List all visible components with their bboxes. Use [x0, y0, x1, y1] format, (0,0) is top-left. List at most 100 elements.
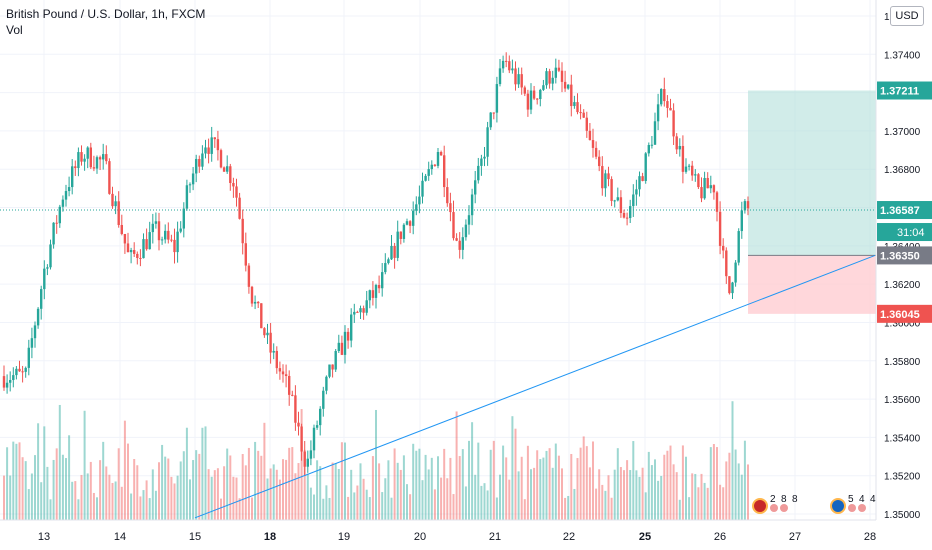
volume-bar	[647, 451, 650, 520]
candle-body	[297, 422, 300, 427]
candle-body	[40, 289, 43, 309]
volume-bar	[561, 468, 563, 520]
volume-bar	[415, 450, 418, 520]
volume-bar	[703, 482, 706, 520]
candle-body	[709, 185, 712, 189]
candle-body	[650, 144, 654, 146]
candle-body	[604, 173, 607, 189]
volume-bar	[263, 422, 266, 520]
volume-bar	[18, 442, 21, 520]
candle-body	[229, 166, 232, 184]
candle-body	[232, 183, 235, 187]
volume-bar	[359, 463, 362, 520]
volume-bar	[706, 487, 709, 520]
volume-bar	[399, 469, 402, 520]
candle-body	[247, 265, 251, 287]
volume-bar	[396, 462, 399, 520]
currency-button[interactable]: USD	[890, 6, 924, 26]
volume-bar	[185, 427, 188, 520]
candle-body	[570, 84, 573, 107]
candle-body	[253, 301, 257, 304]
candle-body	[291, 394, 294, 396]
candle-body	[126, 243, 130, 253]
candle-body	[83, 158, 86, 162]
candle-body	[353, 311, 356, 315]
volume-bar	[641, 467, 644, 520]
volume-bar	[598, 469, 601, 520]
candle-body	[12, 375, 15, 381]
candle-body	[5, 382, 9, 388]
candle-body	[501, 60, 505, 69]
volume-bar	[247, 447, 250, 520]
x-tick-label: 27	[789, 531, 801, 543]
candle-body	[359, 308, 362, 313]
y-tick-label: 1.35400	[884, 433, 921, 444]
candle-body	[722, 245, 725, 251]
volume-bar	[492, 440, 495, 520]
candle-body	[470, 194, 474, 216]
stop-price-label-bg	[877, 304, 932, 323]
candle-body	[647, 145, 650, 154]
candle-body	[641, 176, 644, 181]
candle-body	[591, 140, 595, 148]
candle-body	[514, 68, 517, 85]
candle-body	[306, 458, 309, 467]
volume-bar	[68, 435, 71, 520]
candle-body	[477, 165, 480, 181]
volume-bar	[158, 462, 160, 520]
candle-body	[77, 152, 80, 169]
volume-bar	[40, 482, 43, 520]
volume-bar	[142, 490, 145, 520]
volume-bar	[34, 455, 36, 520]
volume-bar	[244, 465, 247, 520]
candle-body	[157, 221, 161, 241]
volume-bar	[154, 490, 157, 520]
candle-body	[325, 376, 328, 391]
volume-bar	[291, 447, 294, 520]
candle-body	[694, 174, 697, 176]
volume-bar	[164, 456, 167, 520]
volume-bar	[216, 468, 219, 520]
candle-body	[715, 192, 719, 212]
volume-bar	[46, 466, 49, 520]
volume-bar	[542, 457, 545, 520]
volume-bar	[437, 456, 439, 520]
candle-body	[684, 166, 688, 172]
volume-bar	[303, 449, 306, 520]
candle-body	[656, 104, 660, 122]
volume-bar	[176, 475, 179, 520]
volume-bar	[573, 488, 576, 520]
volume-bar	[402, 455, 405, 520]
candle-body	[30, 338, 34, 348]
candle-body	[384, 263, 387, 273]
volume-bar	[526, 445, 529, 520]
volume-bar	[635, 470, 638, 520]
candle-body	[80, 152, 83, 162]
volume-bar	[337, 468, 340, 520]
volume-bar	[502, 445, 505, 520]
volume-bar	[136, 465, 139, 520]
volume-bar	[210, 476, 213, 520]
candle-body	[700, 187, 703, 199]
candle-body	[129, 250, 133, 253]
candle-body	[430, 164, 433, 170]
candle-body	[467, 215, 471, 225]
candle-body	[740, 210, 743, 232]
volume-bar	[139, 496, 142, 520]
volume-bar	[390, 497, 393, 520]
candle-body	[672, 110, 675, 137]
candle-body	[263, 328, 266, 336]
volume-bar	[483, 483, 486, 520]
candle-body	[210, 137, 213, 154]
volume-bar	[61, 454, 64, 520]
candle-body	[294, 395, 297, 423]
volume-bar	[30, 473, 33, 520]
candle-body	[449, 203, 452, 213]
volume-bar	[102, 441, 105, 520]
x-tick-label: 20	[414, 531, 426, 543]
candle-body	[424, 175, 427, 181]
candle-body	[86, 147, 89, 159]
volume-bar	[725, 461, 728, 520]
